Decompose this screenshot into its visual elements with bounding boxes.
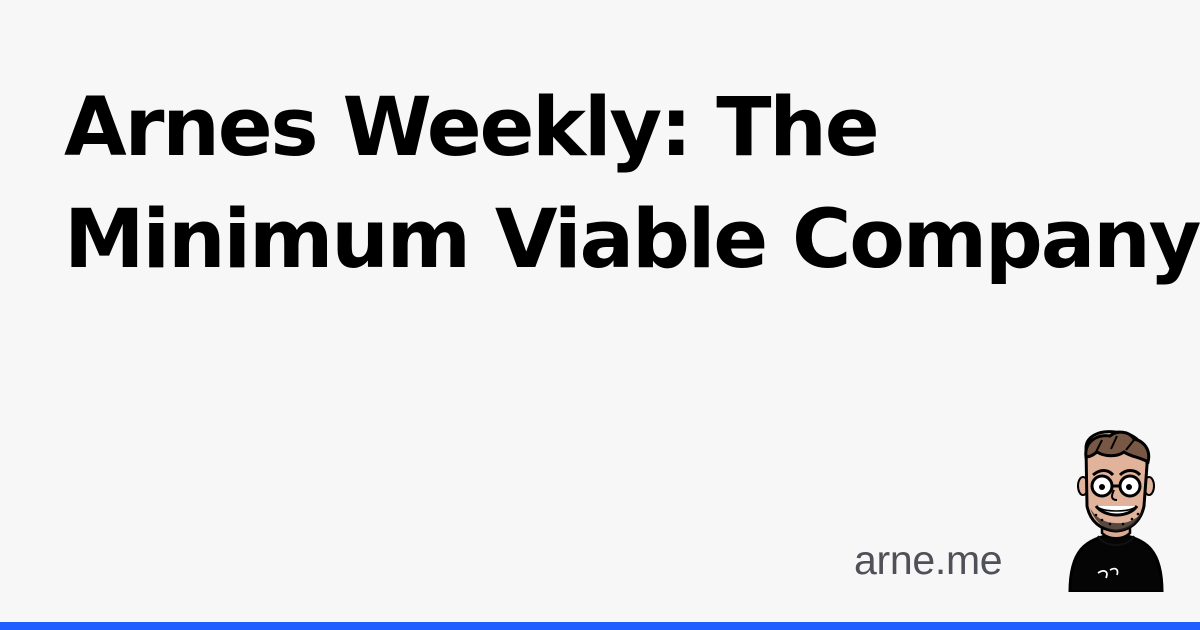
page-title: Arnes Weekly: The Minimum Viable Company <box>64 72 1200 296</box>
bottom-accent-bar <box>0 622 1200 630</box>
site-domain: arne.me <box>854 537 1003 583</box>
title-line-2: Minimum Viable Company <box>64 193 1200 287</box>
cartoon-portrait-icon <box>1068 430 1164 592</box>
title-line-1: Arnes Weekly: The <box>64 81 880 175</box>
